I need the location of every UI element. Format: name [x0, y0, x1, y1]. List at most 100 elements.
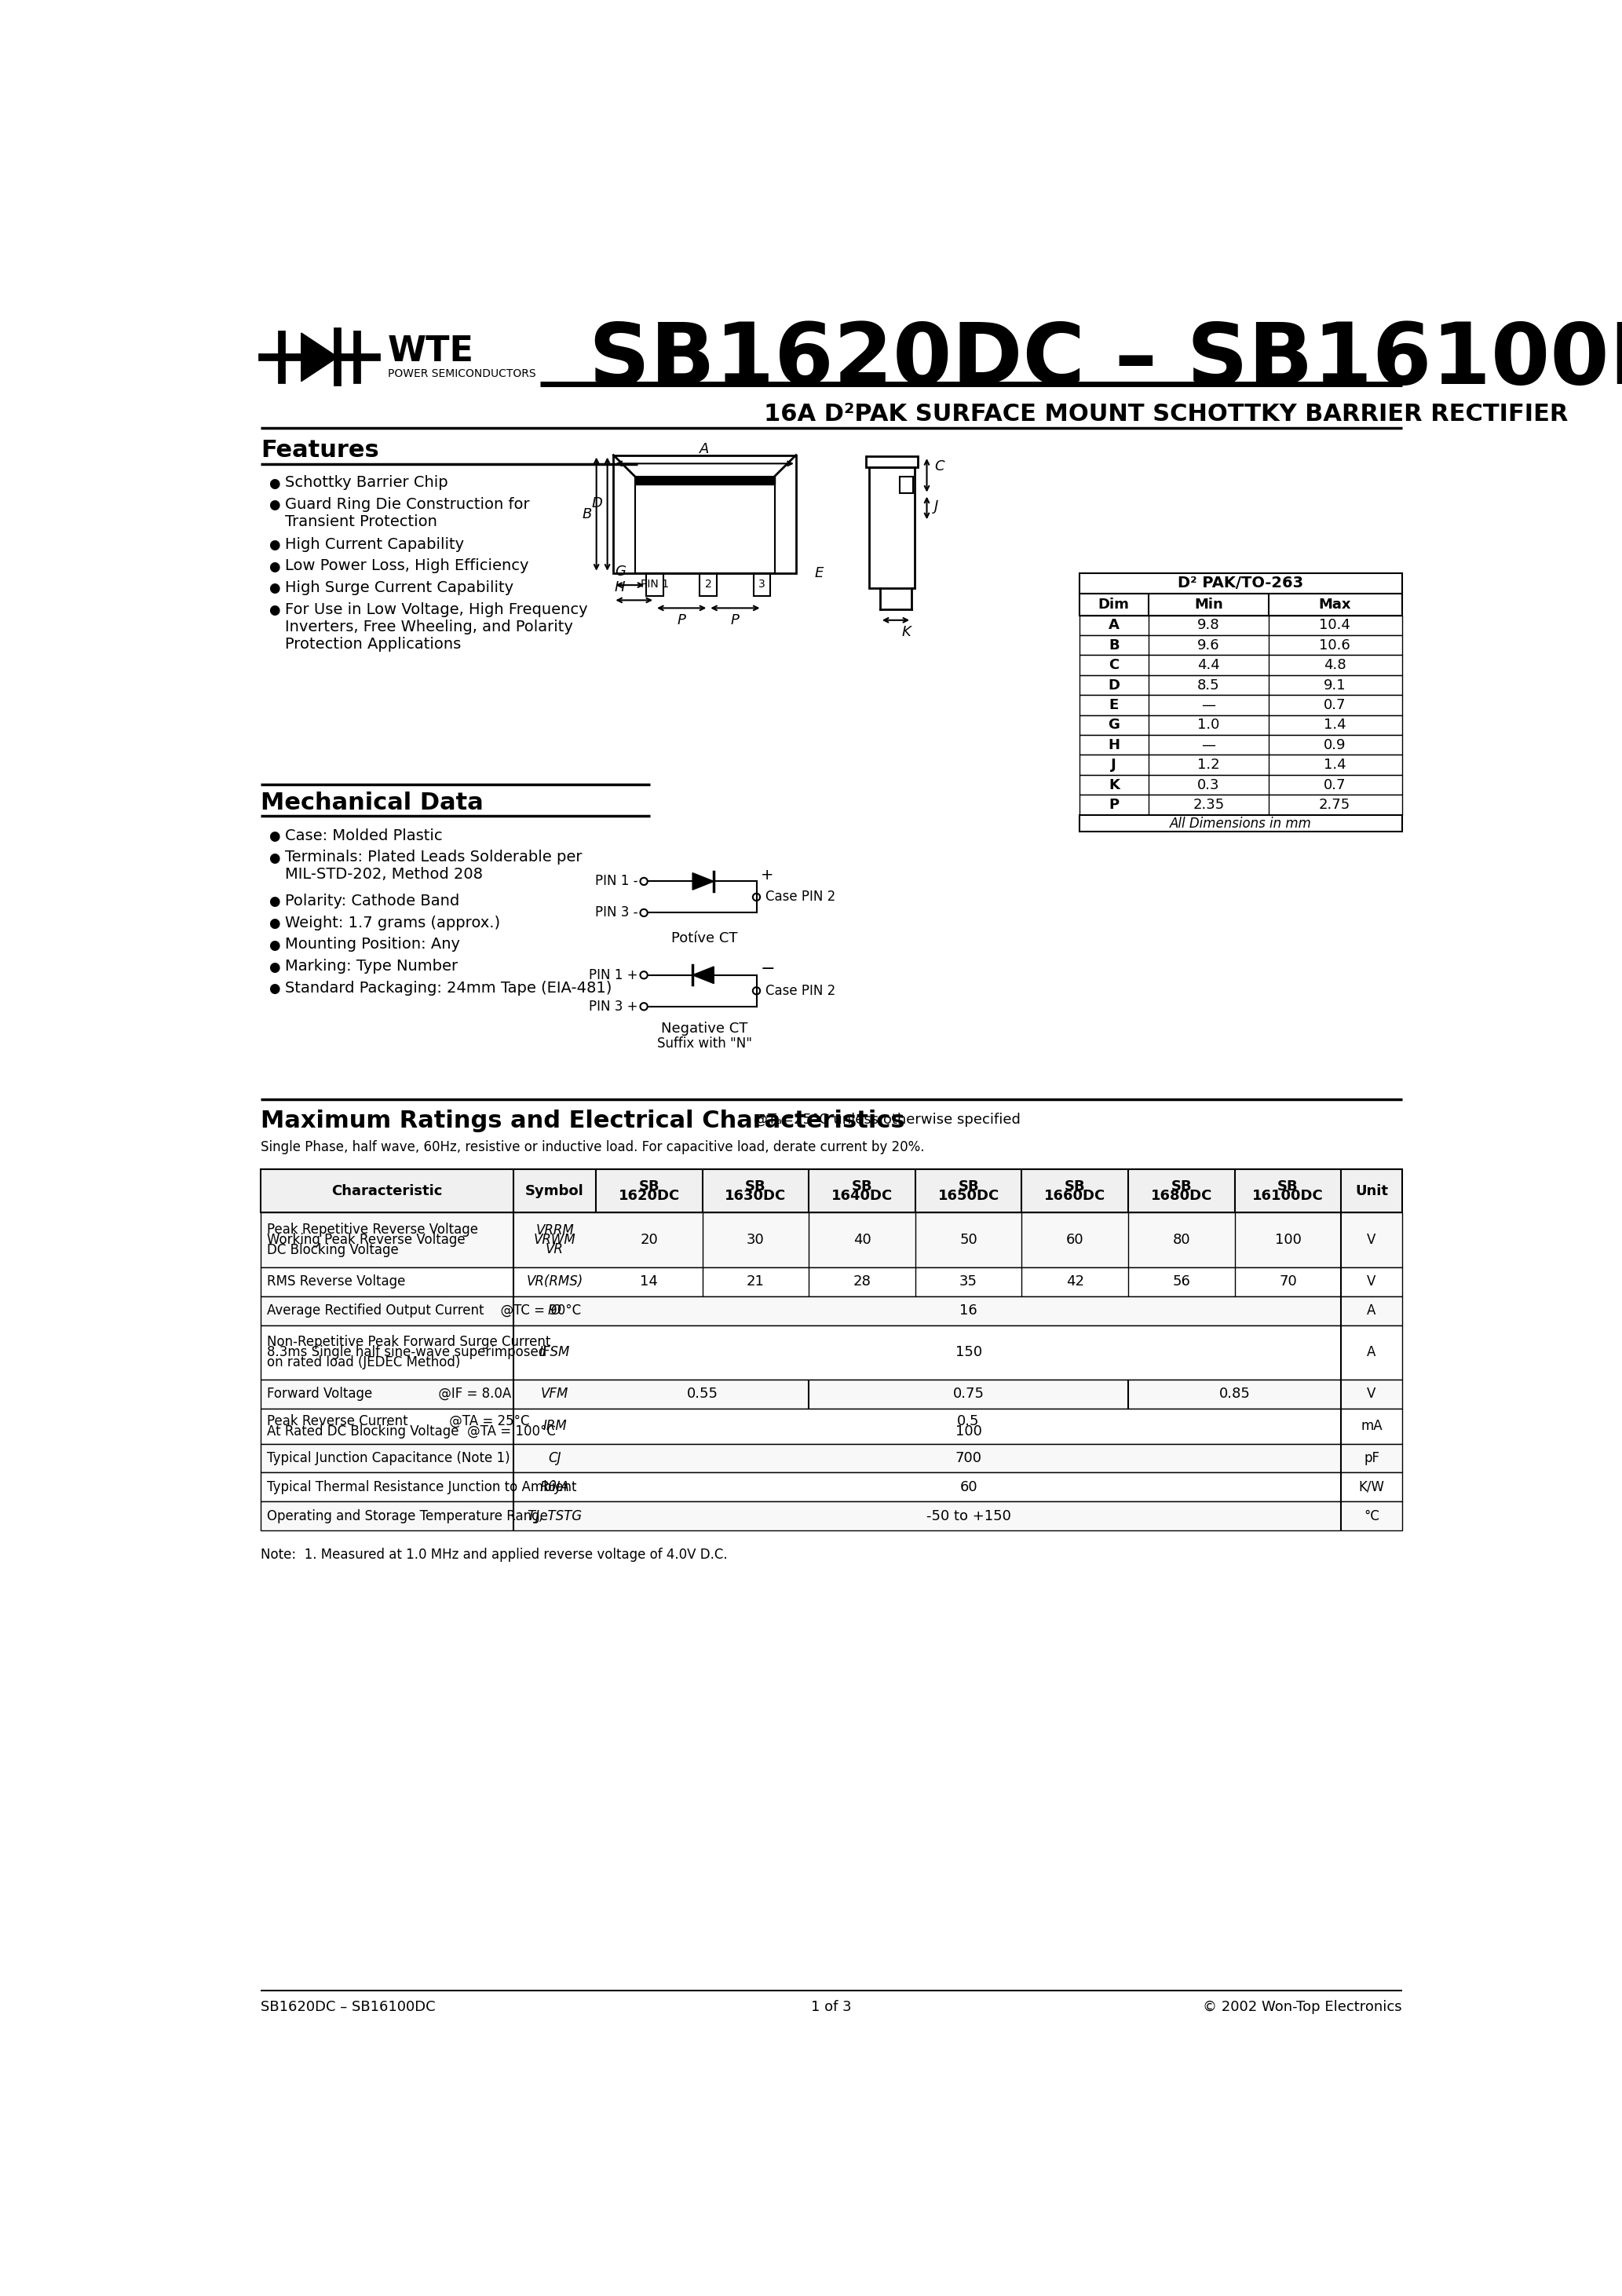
Bar: [1080, 615, 1401, 636]
Text: Mounting Position: Any: Mounting Position: Any: [285, 937, 461, 953]
Text: G: G: [1108, 719, 1119, 732]
Text: Symbol: Symbol: [526, 1185, 584, 1199]
Text: 2.35: 2.35: [1192, 797, 1225, 813]
Text: -50 to +150: -50 to +150: [926, 1508, 1011, 1522]
Text: 16A D²PAK SURFACE MOUNT SCHOTTKY BARRIER RECTIFIER: 16A D²PAK SURFACE MOUNT SCHOTTKY BARRIER…: [764, 402, 1568, 425]
Text: V: V: [1367, 1387, 1375, 1401]
Text: V: V: [1367, 1274, 1375, 1288]
Text: SB: SB: [852, 1180, 873, 1194]
Text: 700: 700: [955, 1451, 981, 1465]
Text: 8.3ms Single half sine-wave superimposed: 8.3ms Single half sine-wave superimposed: [266, 1345, 547, 1359]
Text: Average Rectified Output Current    @TC = 90°C: Average Rectified Output Current @TC = 9…: [266, 1304, 581, 1318]
Text: Case PIN 2: Case PIN 2: [766, 891, 835, 905]
Text: WTE: WTE: [388, 335, 474, 367]
Text: 9.1: 9.1: [1324, 677, 1346, 691]
Text: —: —: [1202, 737, 1215, 753]
Text: Negative CT: Negative CT: [662, 1022, 748, 1035]
Text: POWER SEMICONDUCTORS: POWER SEMICONDUCTORS: [388, 370, 535, 379]
Text: Maximum Ratings and Electrical Characteristics: Maximum Ratings and Electrical Character…: [261, 1109, 905, 1132]
Text: 1.4: 1.4: [1324, 758, 1346, 771]
Text: 1680DC: 1680DC: [1150, 1189, 1212, 1203]
Text: 80: 80: [1173, 1233, 1191, 1247]
Text: 1650DC: 1650DC: [938, 1189, 999, 1203]
Text: SB1620DC – SB16100DC: SB1620DC – SB16100DC: [589, 319, 1622, 402]
Text: ●: ●: [268, 916, 279, 930]
Polygon shape: [693, 967, 714, 983]
Text: 1660DC: 1660DC: [1045, 1189, 1106, 1203]
Text: K: K: [902, 625, 912, 638]
Text: D² PAK/TO-263: D² PAK/TO-263: [1178, 576, 1304, 590]
Text: 9.6: 9.6: [1197, 638, 1220, 652]
Text: IFSM: IFSM: [539, 1345, 571, 1359]
Bar: [866, 457, 918, 466]
Text: Mechanical Data: Mechanical Data: [261, 792, 483, 815]
Bar: [900, 475, 913, 494]
Text: RMS Reverse Voltage: RMS Reverse Voltage: [266, 1274, 406, 1288]
Text: 14: 14: [641, 1274, 659, 1288]
Text: Characteristic: Characteristic: [331, 1185, 443, 1199]
Bar: [261, 1169, 1401, 1212]
Text: Working Peak Reverse Voltage: Working Peak Reverse Voltage: [266, 1233, 466, 1247]
Text: H: H: [615, 581, 624, 595]
Text: VR: VR: [545, 1242, 564, 1256]
Text: SB: SB: [1278, 1180, 1298, 1194]
Text: 60: 60: [1066, 1233, 1083, 1247]
Text: Typical Thermal Resistance Junction to Ambient: Typical Thermal Resistance Junction to A…: [266, 1481, 576, 1495]
Text: Typical Junction Capacitance (Note 1): Typical Junction Capacitance (Note 1): [266, 1451, 509, 1465]
Bar: [1080, 696, 1401, 714]
Text: 42: 42: [1066, 1274, 1083, 1288]
Bar: [261, 1212, 1401, 1267]
Text: High Surge Current Capability: High Surge Current Capability: [285, 581, 514, 595]
Text: ●: ●: [268, 604, 279, 618]
Bar: [1080, 675, 1401, 696]
Text: SB: SB: [1171, 1180, 1192, 1194]
Text: Suffix with "N": Suffix with "N": [657, 1038, 753, 1052]
Text: IRM: IRM: [543, 1419, 566, 1433]
Bar: [753, 574, 770, 597]
Bar: [646, 574, 663, 597]
Text: 21: 21: [746, 1274, 764, 1288]
Text: 1640DC: 1640DC: [832, 1189, 892, 1203]
Text: +: +: [761, 868, 774, 882]
Text: Polarity: Cathode Band: Polarity: Cathode Band: [285, 893, 459, 909]
Text: PIN 1 -: PIN 1 -: [595, 875, 637, 889]
Bar: [261, 1380, 1401, 1407]
Text: D: D: [592, 496, 602, 510]
Text: ●: ●: [268, 581, 279, 595]
Text: ●: ●: [268, 537, 279, 551]
Text: Min: Min: [1194, 597, 1223, 611]
Bar: [1080, 654, 1401, 675]
Text: VRWM: VRWM: [534, 1233, 576, 1247]
Text: For Use in Low Voltage, High Frequency
Inverters, Free Wheeling, and Polarity
Pr: For Use in Low Voltage, High Frequency I…: [285, 602, 587, 652]
Text: ●: ●: [268, 475, 279, 491]
Text: 2.75: 2.75: [1319, 797, 1351, 813]
Text: A: A: [1367, 1345, 1375, 1359]
Text: 0.3: 0.3: [1197, 778, 1220, 792]
Text: —: —: [1202, 698, 1215, 712]
Text: B: B: [582, 507, 592, 521]
Text: Terminals: Plated Leads Solderable per
MIL-STD-202, Method 208: Terminals: Plated Leads Solderable per M…: [285, 850, 582, 882]
Text: Case: Molded Plastic: Case: Molded Plastic: [285, 829, 443, 843]
Polygon shape: [302, 333, 337, 381]
Text: 40: 40: [853, 1233, 871, 1247]
Text: K: K: [1108, 778, 1119, 792]
Text: Guard Ring Die Construction for
Transient Protection: Guard Ring Die Construction for Transien…: [285, 496, 529, 528]
Text: 20: 20: [641, 1233, 659, 1247]
Bar: [261, 1325, 1401, 1380]
Bar: [634, 475, 775, 574]
Text: 1.0: 1.0: [1197, 719, 1220, 732]
Text: Case PIN 2: Case PIN 2: [766, 983, 835, 999]
Bar: [1080, 794, 1401, 815]
Text: ●: ●: [268, 895, 279, 909]
Text: on rated load (JEDEC Method): on rated load (JEDEC Method): [266, 1355, 461, 1371]
Text: SB: SB: [959, 1180, 980, 1194]
Text: @Tₐ=25°C unless otherwise specified: @Tₐ=25°C unless otherwise specified: [753, 1111, 1020, 1127]
Text: RθJA: RθJA: [540, 1481, 569, 1495]
Text: mA: mA: [1361, 1419, 1382, 1433]
Text: 1630DC: 1630DC: [725, 1189, 787, 1203]
Bar: [1080, 574, 1401, 595]
Text: 70: 70: [1280, 1274, 1298, 1288]
Text: D: D: [1108, 677, 1119, 691]
Text: ●: ●: [268, 983, 279, 996]
Text: P: P: [732, 613, 740, 627]
